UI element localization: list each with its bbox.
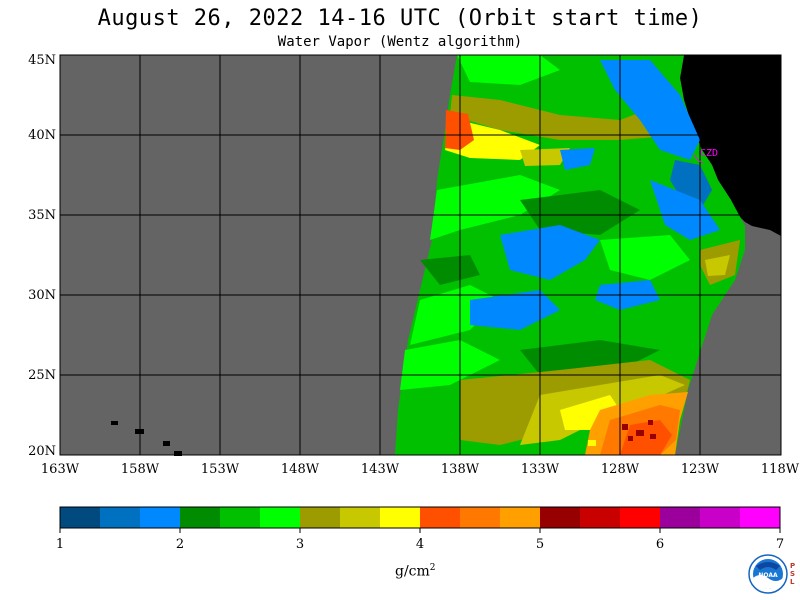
lon-label-138w: 138W: [441, 462, 480, 477]
colorbar-swatch: [140, 507, 181, 528]
colorbar-swatch: [100, 507, 141, 528]
noaa-logo: NOAA: [748, 554, 788, 594]
lon-label-158w: 158W: [121, 462, 160, 477]
lon-label-163w: 163W: [41, 462, 80, 477]
colorbar: [59, 506, 781, 529]
station-label: CZD: [700, 148, 718, 159]
lon-label-118w: 118W: [761, 462, 800, 477]
colorbar-swatch: [300, 507, 341, 528]
colorbar-label: 6: [656, 537, 664, 552]
colorbar-swatch: [180, 507, 221, 528]
colorbar-swatch: [260, 507, 301, 528]
lon-label-153w: 153W: [201, 462, 240, 477]
lat-label-35n: 35N: [28, 208, 56, 223]
lat-label-20n: 20N: [28, 444, 56, 459]
map-title: August 26, 2022 14-16 UTC (Orbit start t…: [97, 6, 703, 31]
data-swath: [395, 55, 745, 455]
colorbar-swatch: [660, 507, 701, 528]
colorbar-swatch: [220, 507, 261, 528]
colorbar-swatch: [500, 507, 541, 528]
land-north-america: [680, 55, 781, 236]
colorbar-label: 7: [776, 537, 784, 552]
lon-label-143w: 143W: [361, 462, 400, 477]
lon-label-148w: 148W: [281, 462, 320, 477]
colorbar-label: 4: [416, 537, 424, 552]
colorbar-swatch: [620, 507, 661, 528]
colorbar-swatch: [460, 507, 501, 528]
colorbar-swatch: [60, 507, 101, 528]
colorbar-swatch: [540, 507, 581, 528]
colorbar-label: 1: [56, 537, 64, 552]
colorbar-swatch: [420, 507, 461, 528]
colorbar-labels: 1 2 3 4 5 6 7: [56, 528, 784, 552]
lat-labels: 45N 40N 35N 30N 25N 20N: [28, 53, 56, 459]
lat-label-40n: 40N: [28, 128, 56, 143]
lat-label-45n: 45N: [28, 53, 56, 68]
grid-lines: [60, 55, 781, 455]
colorbar-swatch: [700, 507, 741, 528]
colorbar-swatch: [740, 507, 781, 528]
station-marker: CZD: [693, 148, 718, 164]
units-exponent: 2: [429, 563, 436, 573]
colorbar-label: 2: [176, 537, 184, 552]
colorbar-units: g/cm2: [395, 563, 436, 580]
colorbar-swatch: [340, 507, 381, 528]
units-base: g/cm: [395, 563, 430, 580]
lat-label-25n: 25N: [28, 368, 56, 383]
lon-label-128w: 128W: [601, 462, 640, 477]
noaa-logo-text: NOAA: [758, 572, 778, 579]
map-subtitle: Water Vapor (Wentz algorithm): [277, 34, 523, 50]
map-border: [59, 54, 782, 456]
colorbar-swatch: [580, 507, 621, 528]
colorbar-label: 5: [536, 537, 544, 552]
lon-labels: 163W 158W 153W 148W 143W 138W 133W 128W …: [41, 462, 800, 477]
lon-label-133w: 133W: [521, 462, 560, 477]
lon-label-123w: 123W: [681, 462, 720, 477]
lat-label-30n: 30N: [28, 288, 56, 303]
colorbar-swatch: [380, 507, 421, 528]
colorbar-label: 3: [296, 537, 304, 552]
